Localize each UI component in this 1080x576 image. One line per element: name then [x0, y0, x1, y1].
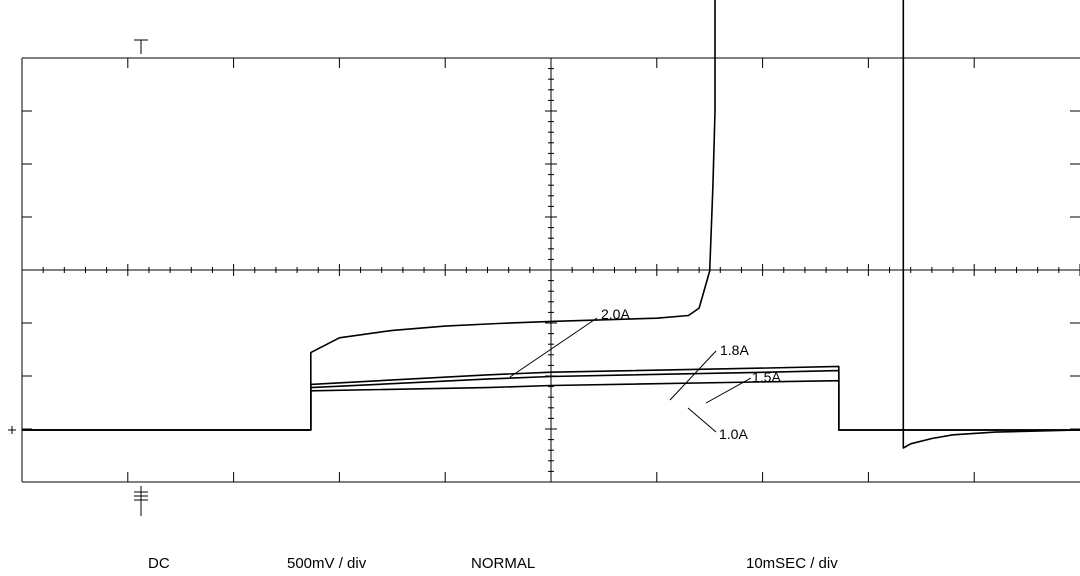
- volts-per-div-label: 500mV / div: [287, 555, 367, 572]
- trace-label-1-0A: 1.0A: [719, 426, 748, 442]
- trace-label-1-5A: 1.5A: [752, 369, 781, 385]
- trigger-mode-label: NORMAL: [471, 555, 536, 572]
- trace-labels: 2.0A 1.8A1.5A 1.0A: [509, 306, 781, 442]
- channel-markers: [8, 39, 148, 516]
- label-leader-line: [509, 317, 598, 378]
- trace-2-0A: [22, 0, 1080, 449]
- label-leader-line: [687, 407, 717, 433]
- trace-label-1-8A: 1.8A: [720, 342, 749, 358]
- time-per-div-label: 10mSEC / div: [746, 555, 838, 572]
- graticule: [21, 57, 1080, 483]
- traces: [22, 0, 1080, 449]
- label-leader-line: [669, 350, 717, 401]
- coupling-label: DC: [148, 555, 170, 572]
- label-leader-line: [705, 377, 752, 404]
- trace-label-2-0A: 2.0A: [601, 306, 630, 322]
